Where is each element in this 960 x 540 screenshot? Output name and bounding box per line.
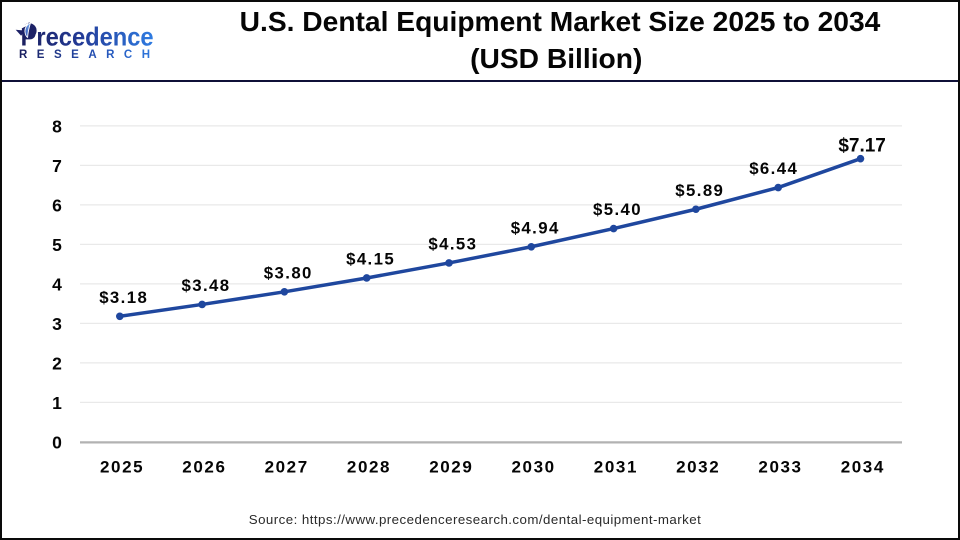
svg-text:1: 1: [52, 393, 62, 413]
svg-text:2029: 2029: [429, 458, 473, 477]
svg-text:$3.80: $3.80: [264, 263, 313, 282]
svg-text:2030: 2030: [511, 458, 555, 477]
svg-text:2025: 2025: [100, 458, 144, 477]
svg-text:$5.40: $5.40: [593, 200, 642, 219]
svg-text:$3.18: $3.18: [99, 288, 148, 307]
svg-text:RESEARCH: RESEARCH: [19, 49, 160, 61]
svg-text:$4.15: $4.15: [346, 250, 395, 269]
svg-text:6: 6: [52, 196, 62, 216]
svg-text:2031: 2031: [594, 458, 638, 477]
svg-text:2032: 2032: [676, 458, 720, 477]
svg-text:2026: 2026: [182, 458, 226, 477]
svg-text:$4.53: $4.53: [428, 235, 477, 254]
svg-text:2034: 2034: [841, 458, 885, 477]
svg-text:7: 7: [52, 156, 62, 176]
svg-text:5: 5: [52, 235, 62, 255]
svg-text:0: 0: [52, 433, 62, 453]
svg-text:2027: 2027: [265, 458, 309, 477]
svg-text:$3.48: $3.48: [182, 276, 231, 295]
svg-text:2033: 2033: [758, 458, 802, 477]
svg-text:2028: 2028: [347, 458, 391, 477]
svg-text:4: 4: [52, 275, 62, 295]
svg-text:Precedence: Precedence: [21, 22, 154, 51]
svg-text:$6.44: $6.44: [749, 159, 798, 178]
svg-text:3: 3: [52, 314, 62, 334]
svg-text:$7.17: $7.17: [838, 136, 886, 157]
svg-text:$4.94: $4.94: [511, 218, 560, 237]
svg-text:$5.89: $5.89: [675, 181, 724, 200]
svg-text:8: 8: [52, 117, 62, 137]
svg-text:2: 2: [52, 354, 62, 374]
